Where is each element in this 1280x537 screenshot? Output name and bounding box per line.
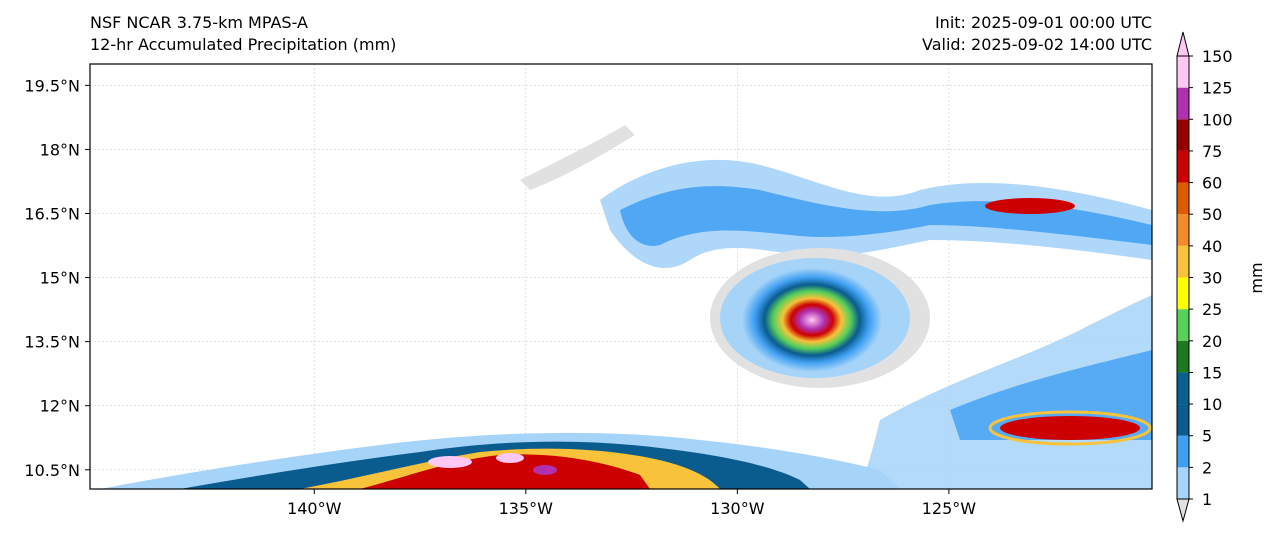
colorbar-tick-label: 75 bbox=[1202, 142, 1222, 161]
colorbar-tick-label: 100 bbox=[1202, 110, 1233, 129]
northwest-streak bbox=[520, 125, 635, 190]
colorbar-segment bbox=[1177, 56, 1189, 88]
eastern-heavy-cell bbox=[1000, 416, 1140, 440]
southern-rainband-red bbox=[360, 454, 650, 489]
colorbar-segment bbox=[1177, 182, 1189, 215]
colorbar-segment bbox=[1177, 277, 1189, 310]
colorbar-tick-label: 30 bbox=[1202, 269, 1222, 288]
colorbar-tick-label: 15 bbox=[1202, 363, 1222, 382]
lat-tick-label: 18°N bbox=[40, 140, 80, 159]
lat-tick-label: 13.5°N bbox=[24, 333, 80, 352]
field-title: 12-hr Accumulated Precipitation (mm) bbox=[90, 35, 397, 54]
colorbar-segment bbox=[1177, 404, 1189, 436]
lat-tick-label: 19.5°N bbox=[24, 76, 80, 95]
colorbar-segment bbox=[1177, 214, 1189, 246]
colorbar-tick-label: 20 bbox=[1202, 332, 1222, 351]
latitude-axis: 19.5°N 18°N 16.5°N 15°N 13.5°N 12°N 10.5°N bbox=[24, 76, 90, 480]
lat-tick-label: 15°N bbox=[40, 269, 80, 288]
model-title: NSF NCAR 3.75-km MPAS-A bbox=[90, 13, 308, 32]
title-left: NSF NCAR 3.75-km MPAS-A 12-hr Accumulate… bbox=[90, 12, 396, 56]
cyclone-core bbox=[742, 268, 882, 372]
colorbar-min-extend bbox=[1176, 498, 1190, 523]
title-right: Init: 2025-09-01 00:00 UTC Valid: 2025-0… bbox=[922, 12, 1152, 56]
southern-extreme-cell-1 bbox=[428, 456, 472, 468]
lon-tick-label: 125°W bbox=[922, 499, 977, 518]
southern-extreme-cell-2 bbox=[496, 453, 524, 463]
init-time: Init: 2025-09-01 00:00 UTC bbox=[934, 13, 1152, 32]
lon-tick-label: 130°W bbox=[710, 499, 765, 518]
colorbar-tick-label: 25 bbox=[1202, 300, 1222, 319]
colorbar-segment bbox=[1177, 309, 1189, 341]
colorbar-tick-label: 125 bbox=[1202, 79, 1233, 98]
colorbar-segment bbox=[1177, 119, 1189, 151]
map-frame bbox=[89, 63, 1153, 490]
colorbar-segment bbox=[1177, 245, 1189, 278]
eastern-heavy-cell-edge bbox=[988, 410, 1152, 446]
colorbar-label: mm bbox=[1247, 262, 1266, 293]
colorbar-tick-label: 60 bbox=[1202, 174, 1222, 193]
lat-tick-label: 10.5°N bbox=[24, 461, 80, 480]
colorbar-max-extend bbox=[1176, 31, 1190, 57]
colorbar-segment bbox=[1177, 435, 1189, 468]
colorbar-tick-label: 5 bbox=[1202, 427, 1212, 446]
colorbar-tick-label: 2 bbox=[1202, 458, 1212, 477]
colorbar-tick-label: 40 bbox=[1202, 237, 1222, 256]
colorbar-segment bbox=[1177, 372, 1189, 405]
colorbar-tick-label: 10 bbox=[1202, 395, 1222, 414]
colorbar-tick-label: 1 bbox=[1202, 490, 1212, 509]
longitude-axis: 140°W 135°W 130°W 125°W bbox=[287, 489, 976, 518]
lon-tick-label: 135°W bbox=[499, 499, 554, 518]
map-plot-area bbox=[90, 64, 1152, 489]
colorbar-tick-label: 150 bbox=[1202, 47, 1233, 66]
lon-tick-label: 140°W bbox=[287, 499, 342, 518]
colorbar-tick-label: 50 bbox=[1202, 205, 1222, 224]
lat-tick-label: 16.5°N bbox=[24, 204, 80, 223]
valid-time: Valid: 2025-09-02 14:00 UTC bbox=[921, 35, 1152, 54]
northern-rainband-inner bbox=[620, 186, 1152, 246]
colorbar-segment bbox=[1177, 87, 1189, 120]
ne-heavy-cell bbox=[985, 198, 1075, 214]
colorbar-segment bbox=[1177, 467, 1189, 499]
southern-extreme-cell-3 bbox=[533, 465, 557, 475]
lat-tick-label: 12°N bbox=[40, 397, 80, 416]
colorbar-segment bbox=[1177, 150, 1189, 183]
colorbar-segment bbox=[1177, 340, 1189, 373]
